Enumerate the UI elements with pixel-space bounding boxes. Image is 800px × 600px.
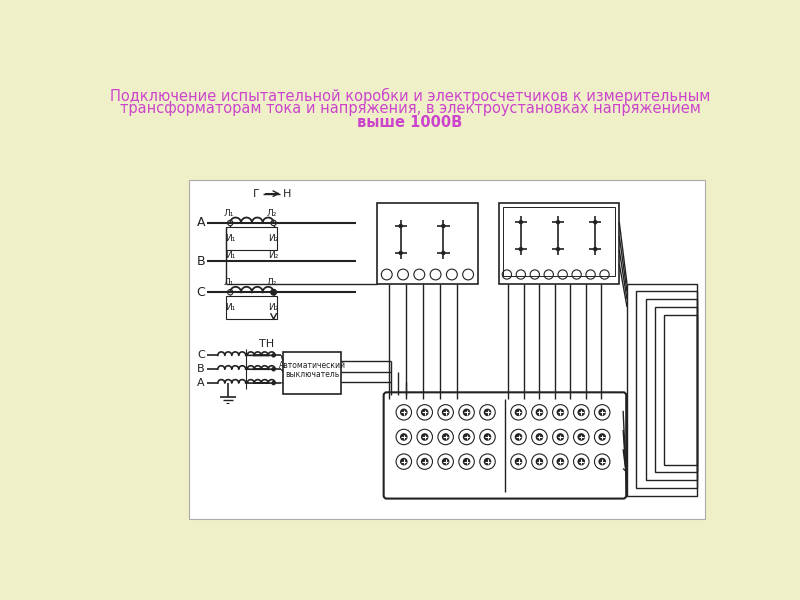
Circle shape — [401, 458, 407, 464]
Text: Л₂: Л₂ — [267, 209, 278, 218]
Circle shape — [272, 382, 275, 385]
Circle shape — [558, 434, 563, 440]
Text: И₂: И₂ — [269, 303, 278, 312]
Text: трансформаторам тока и напряжения, в электроустановках напряжением: трансформаторам тока и напряжения, в эле… — [119, 101, 701, 116]
Circle shape — [442, 251, 445, 254]
Circle shape — [515, 434, 522, 440]
Circle shape — [536, 434, 542, 440]
Circle shape — [594, 248, 597, 251]
FancyBboxPatch shape — [384, 392, 626, 499]
Bar — [189, 180, 705, 518]
Text: Л₁: Л₁ — [223, 278, 234, 287]
Circle shape — [536, 458, 542, 464]
Circle shape — [536, 409, 542, 415]
Circle shape — [422, 458, 428, 464]
Text: В: В — [197, 364, 205, 374]
Circle shape — [442, 224, 445, 227]
Text: Г: Г — [253, 188, 260, 199]
Circle shape — [422, 434, 428, 440]
Circle shape — [463, 409, 470, 415]
Text: Автоматический: Автоматический — [278, 361, 346, 370]
Circle shape — [519, 221, 522, 224]
Circle shape — [422, 409, 428, 415]
Circle shape — [272, 368, 275, 371]
Circle shape — [599, 458, 606, 464]
Text: В: В — [197, 255, 205, 268]
Text: Н: Н — [283, 188, 292, 199]
Circle shape — [463, 458, 470, 464]
Bar — [226, 227, 278, 250]
Text: А: А — [197, 217, 205, 229]
Circle shape — [578, 434, 584, 440]
Circle shape — [599, 434, 606, 440]
Circle shape — [463, 434, 470, 440]
Circle shape — [558, 409, 563, 415]
Circle shape — [272, 354, 275, 357]
Text: Подключение испытательной коробки и электросчетчиков к измерительным: Подключение испытательной коробки и элек… — [110, 88, 710, 104]
Text: С: С — [196, 286, 205, 299]
Bar — [503, 207, 615, 276]
Text: Л₁: Л₁ — [223, 209, 234, 218]
Circle shape — [578, 409, 584, 415]
Circle shape — [557, 221, 559, 224]
Circle shape — [515, 458, 522, 464]
Circle shape — [557, 248, 559, 251]
Circle shape — [485, 434, 490, 440]
Circle shape — [271, 290, 276, 295]
Bar — [499, 203, 619, 284]
Text: И₁: И₁ — [225, 234, 235, 243]
Text: А: А — [197, 378, 205, 388]
Circle shape — [442, 458, 449, 464]
Bar — [378, 203, 478, 284]
Circle shape — [442, 409, 449, 415]
Text: Л₂: Л₂ — [267, 278, 278, 287]
Circle shape — [558, 458, 563, 464]
Circle shape — [442, 434, 449, 440]
Text: И₂: И₂ — [269, 251, 278, 260]
Text: И₂: И₂ — [269, 234, 278, 243]
Text: выше 1000В: выше 1000В — [358, 115, 462, 130]
Circle shape — [578, 458, 584, 464]
Text: И₁: И₁ — [225, 251, 235, 260]
Circle shape — [401, 434, 407, 440]
Circle shape — [594, 221, 597, 224]
Text: ТН: ТН — [259, 339, 274, 349]
Text: И₁: И₁ — [225, 303, 235, 312]
Circle shape — [401, 409, 407, 415]
Circle shape — [515, 409, 522, 415]
Circle shape — [399, 224, 402, 227]
Circle shape — [599, 409, 606, 415]
Circle shape — [399, 251, 402, 254]
Bar — [283, 352, 341, 394]
Bar — [226, 296, 278, 319]
Text: выключатель: выключатель — [285, 370, 339, 379]
Circle shape — [485, 458, 490, 464]
Text: С: С — [197, 350, 205, 361]
Circle shape — [519, 248, 522, 251]
Circle shape — [485, 409, 490, 415]
